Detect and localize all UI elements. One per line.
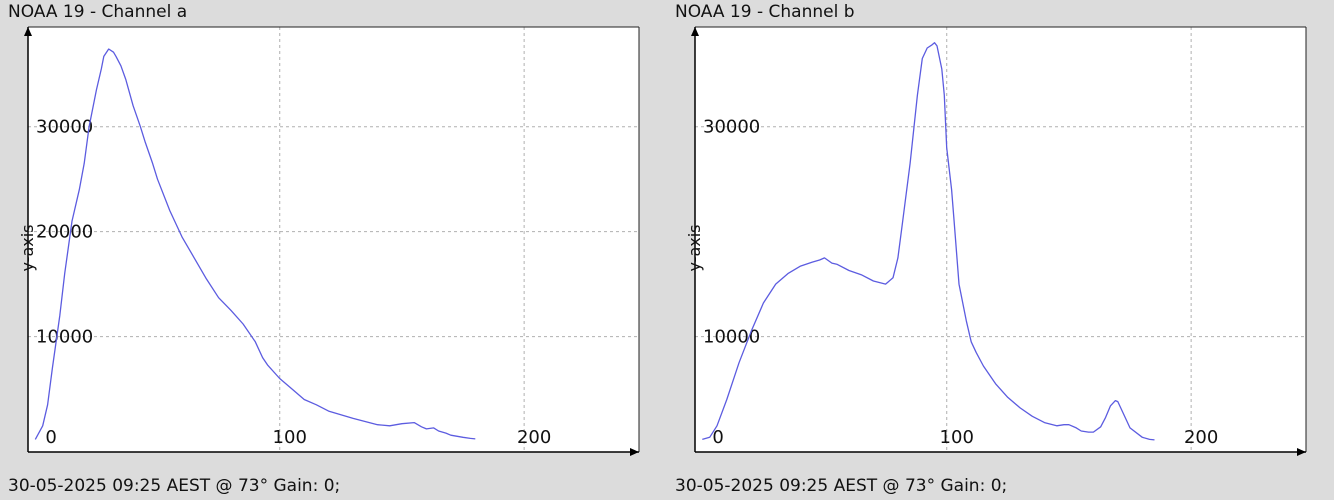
channel-b-x-axis-arrow [1297,448,1306,456]
channel-b-y-tick-label: 10000 [703,327,760,348]
channel-b-plot-area [695,27,1306,452]
channel-a-footer: 30-05-2025 09:25 AEST @ 73° Gain: 0; [8,476,341,496]
channel-b-footer: 30-05-2025 09:25 AEST @ 73° Gain: 0; [675,476,1008,496]
channel-b-x-tick-label: 0 [712,427,723,448]
channel-a-x-axis-arrow [630,448,639,456]
channel-b-y-axis-arrow [691,27,699,36]
channel-a-plot-area [28,27,639,452]
channel-a-x-tick-label: 200 [517,427,551,448]
channel-a-series-line [34,48,476,440]
channel-b-x-tick-label: 100 [940,427,974,448]
channel-b-y-axis-label: y-axis [685,224,705,272]
channel-a-y-tick-label: 10000 [36,327,93,348]
channel-a-panel: NOAA 19 - Channel a 0 100 200 10000 20000 300… [0,0,665,500]
channel-a-y-axis-label: y-axis [18,224,38,272]
channel-a-x-tick-label: 100 [273,427,307,448]
channel-b-title: NOAA 19 - Channel b [675,2,855,22]
channel-b-chart: 0 100 200 10000 30000 [691,26,1307,456]
channel-b-panel: NOAA 19 - Channel b 0 100 200 10000 30000 y-… [667,0,1332,500]
channel-b-series-line [702,42,1155,441]
channel-a-y-axis-arrow [24,27,32,36]
channel-a-y-tick-label: 30000 [36,117,93,138]
channel-a-title: NOAA 19 - Channel a [8,2,188,22]
channel-a-chart: 0 100 200 10000 20000 30000 [24,26,640,456]
channel-b-y-tick-label: 30000 [703,117,760,138]
channel-a-y-tick-label: 20000 [36,222,93,243]
channel-a-x-tick-label: 0 [45,427,56,448]
channel-b-x-tick-label: 200 [1184,427,1218,448]
